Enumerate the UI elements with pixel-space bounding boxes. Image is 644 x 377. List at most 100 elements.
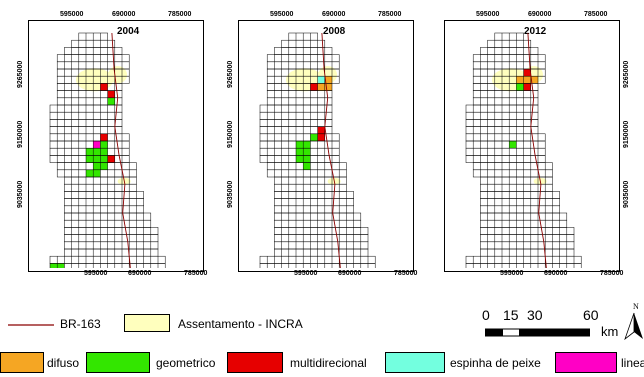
patch-cell-geometrico [50,263,58,268]
settlement-zone [108,66,128,84]
patch-cell-geometrico [100,162,108,170]
patch-cell-geometrico [296,155,304,163]
grid-row [64,205,144,214]
patch-cell-geometrico [93,148,101,156]
patch-cell-difuso [324,83,332,91]
patch-cell-geometrico [57,263,65,268]
grid-row [274,205,354,214]
patch-cell-multidirecional [523,69,531,77]
patch-cell-multidirecional [310,83,318,91]
x-tick-top: 785000 [378,11,402,18]
patch-cell-difuso [530,76,538,84]
x-tick-top: 595000 [476,11,500,18]
grid-row [480,191,560,199]
road-br163 [321,32,341,268]
legend-swatch-linea [555,352,617,373]
grid-row [472,169,553,178]
grid-row [472,90,539,99]
patch-cell-geometrico [86,169,94,177]
patch-cell-geometrico [516,83,524,91]
legend-label-espinha: espinha de peixe [450,356,541,370]
road-br163 [527,32,547,268]
map-frame [28,20,204,272]
map-frame [238,20,414,272]
grid-row [266,90,333,99]
x-tick-top: 690000 [528,11,552,18]
patch-cell-geometrico [303,148,311,156]
scale-bar [485,328,590,337]
patch-cell-geometrico [303,162,311,170]
map-grid-svg [465,32,582,268]
patch-cell-difuso [516,76,524,84]
grid-row [465,155,546,163]
x-tick-top: 595000 [270,11,294,18]
x-tick-top: 595000 [60,11,84,18]
north-label: N [633,302,639,311]
grid-row [465,147,546,156]
map-grid-svg [259,32,376,268]
grid-row [64,241,159,250]
grid-row [472,162,553,171]
grid-row [480,248,575,257]
grid-row [274,248,369,257]
patch-cell-espinha [317,76,325,84]
patch-cell-multidirecional [317,126,325,134]
patch-cell-difuso [324,76,332,84]
grid-row [472,97,539,106]
patch-cell-geometrico [296,141,304,149]
grid-row [274,234,369,243]
scale-label-60: 60 [583,307,599,323]
grid-row [64,248,159,257]
scale-label-0: 0 [482,307,490,323]
legend-swatch-espinha [385,352,445,373]
patch-cell-multidirecional [107,155,115,163]
legend-label-difuso: difuso [47,356,80,370]
grid-row [64,227,159,235]
grid-row [64,234,159,243]
map-panel-2012: 595000 690000 785000 595000 690000 78500… [424,8,630,277]
grid-row [266,169,347,178]
patch-cell-geometrico [93,155,101,163]
patch-cell-multidirecional [523,83,531,91]
scale-label-30: 30 [527,307,543,323]
legend-swatch-geometrico [86,352,150,373]
road-br163 [111,32,131,268]
legend-label-linea: linea [621,356,644,370]
x-tick-top: 690000 [322,11,346,18]
map-panel-2004: 595000 690000 785000 595000 690000 78500… [8,8,208,277]
x-tick-bottom: 690000 [338,270,362,277]
patch-cell-geometrico [509,141,517,149]
x-tick-bottom: 690000 [128,270,152,277]
x-tick-bottom: 690000 [544,270,568,277]
patch-cell-geometrico [93,169,101,177]
x-tick-bottom: 595000 [294,270,318,277]
patch-cell-geometrico [310,133,318,141]
patch-cell-geometrico [303,141,311,149]
y-tick-right: 9150000 [623,120,630,148]
patch-cell-multidirecional [317,133,325,141]
legend-road-label: BR-163 [60,317,101,331]
patch-cell-geometrico [100,155,108,163]
grid-row [480,198,560,207]
grid-row [480,205,560,214]
grid-row [64,191,144,199]
patch-cell-geometrico [93,162,101,170]
grid-row [274,198,354,207]
y-tick-right: 9265000 [623,60,630,88]
legend-swatch-difuso [0,352,44,373]
x-tick-bottom: 595000 [500,270,524,277]
legend-settlement-label: Assentamento - INCRA [178,317,303,331]
patch-cell-geometrico [100,141,108,149]
x-tick-top: 785000 [584,11,608,18]
patch-cell-geometrico [296,148,304,156]
grid-row [64,198,144,207]
patch-cell-difuso [317,83,325,91]
patch-cell-geometrico [303,155,311,163]
map-year-label: 2004 [117,26,140,37]
patch-cell-geometrico [100,148,108,156]
legend-settlement-swatch [124,314,170,332]
grid-row [49,133,130,142]
patch-cell-linea [93,141,101,149]
x-tick-top: 690000 [112,11,136,18]
map-frame [444,20,620,272]
